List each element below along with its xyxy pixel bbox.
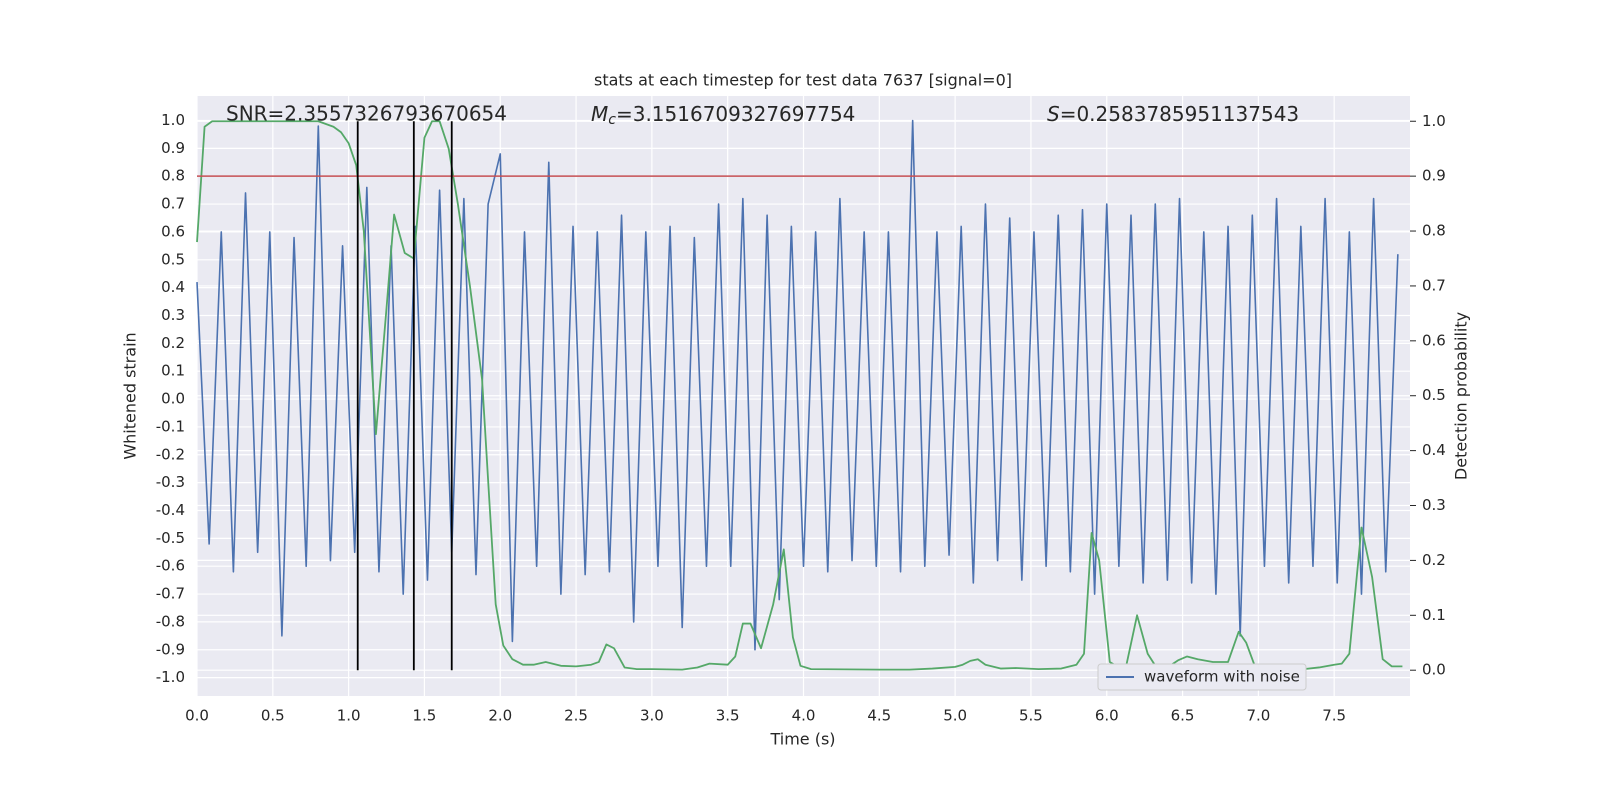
y-tick-label: 0.6 [161, 222, 185, 240]
y-tick-label: 1.0 [161, 111, 185, 129]
y2-tick-label: 0.3 [1422, 496, 1446, 514]
y-tick-label: 0.1 [161, 362, 185, 380]
y2-tick-label: 0.6 [1422, 331, 1446, 349]
x-tick-label: 1.5 [413, 707, 437, 725]
x-tick-label: 3.5 [716, 707, 740, 725]
y2-tick-label: 0.9 [1422, 167, 1446, 185]
series-line [196, 120, 1403, 671]
annotation: Mc=3.1516709327697754 [591, 102, 855, 129]
legend-label: waveform with noise [1144, 668, 1300, 686]
x-tick-label: 7.0 [1246, 707, 1270, 725]
x-tick-label: 0.0 [185, 707, 209, 725]
y-tick-label: 0.9 [161, 139, 185, 157]
annotation-symbol: S [1047, 102, 1060, 126]
y2-tick-label: 0.4 [1422, 441, 1446, 459]
x-tick-label: 0.5 [261, 707, 285, 725]
x-tick-label: 7.5 [1322, 707, 1346, 725]
x-tick-label: 4.0 [792, 707, 816, 725]
y-tick-label: -0.1 [156, 417, 185, 435]
annotation: S=0.2583785951137543 [1047, 102, 1299, 126]
annotation-value: =3.1516709327697754 [616, 102, 855, 126]
chart-title: stats at each timestep for test data 763… [594, 71, 1012, 90]
x-tick-label: 2.0 [488, 707, 512, 725]
y-tick-label: -0.7 [156, 585, 185, 603]
y-tick-label: 0.0 [161, 390, 185, 408]
y-tick-label: -0.6 [156, 557, 185, 575]
y2-tick-label: 0.0 [1422, 661, 1446, 679]
x-tick-label: 6.5 [1171, 707, 1195, 725]
annotation-value: =0.2583785951137543 [1060, 102, 1299, 126]
x-tick-label: 5.0 [943, 707, 967, 725]
x-tick-label: 1.0 [337, 707, 361, 725]
y-tick-label: 0.7 [161, 195, 185, 213]
x-tick-label: 6.0 [1095, 707, 1119, 725]
y-tick-label: -0.8 [156, 612, 185, 630]
legend: waveform with noise [1097, 663, 1307, 691]
y2-tick-label: 0.7 [1422, 276, 1446, 294]
y-tick-label: -0.9 [156, 640, 185, 658]
y-tick-label: 0.4 [161, 278, 185, 296]
y-tick-label: -1.0 [156, 668, 185, 686]
y-tick-label: 0.5 [161, 250, 185, 268]
y2-tick-label: 0.8 [1422, 222, 1446, 240]
y2-axis-label: Detection probability [1452, 312, 1471, 480]
y-tick-label: -0.3 [156, 473, 185, 491]
y-tick-label: 0.3 [161, 306, 185, 324]
series-line [196, 119, 1399, 651]
y2-tick-label: 0.2 [1422, 551, 1446, 569]
y-axis-label: Whitened strain [121, 332, 140, 459]
y2-tick-label: 0.5 [1422, 386, 1446, 404]
y-tick-label: -0.5 [156, 529, 185, 547]
legend-box [1097, 663, 1307, 691]
annotation-symbol: M [591, 102, 608, 126]
y-tick-label: 0.8 [161, 167, 185, 185]
y-tick-label: -0.2 [156, 445, 185, 463]
y2-tick-label: 0.1 [1422, 606, 1446, 624]
x-tick-label: 5.5 [1019, 707, 1043, 725]
y-tick-label: 0.2 [161, 334, 185, 352]
x-tick-label: 2.5 [564, 707, 588, 725]
x-axis-label: Time (s) [769, 730, 835, 749]
x-tick-label: 3.0 [640, 707, 664, 725]
annotation: SNR=2.3557326793670654 [226, 102, 507, 126]
x-tick-label: 4.5 [867, 707, 891, 725]
annotation-subscript: c [608, 112, 616, 128]
y-tick-label: -0.4 [156, 501, 185, 519]
y2-tick-label: 1.0 [1422, 112, 1446, 130]
